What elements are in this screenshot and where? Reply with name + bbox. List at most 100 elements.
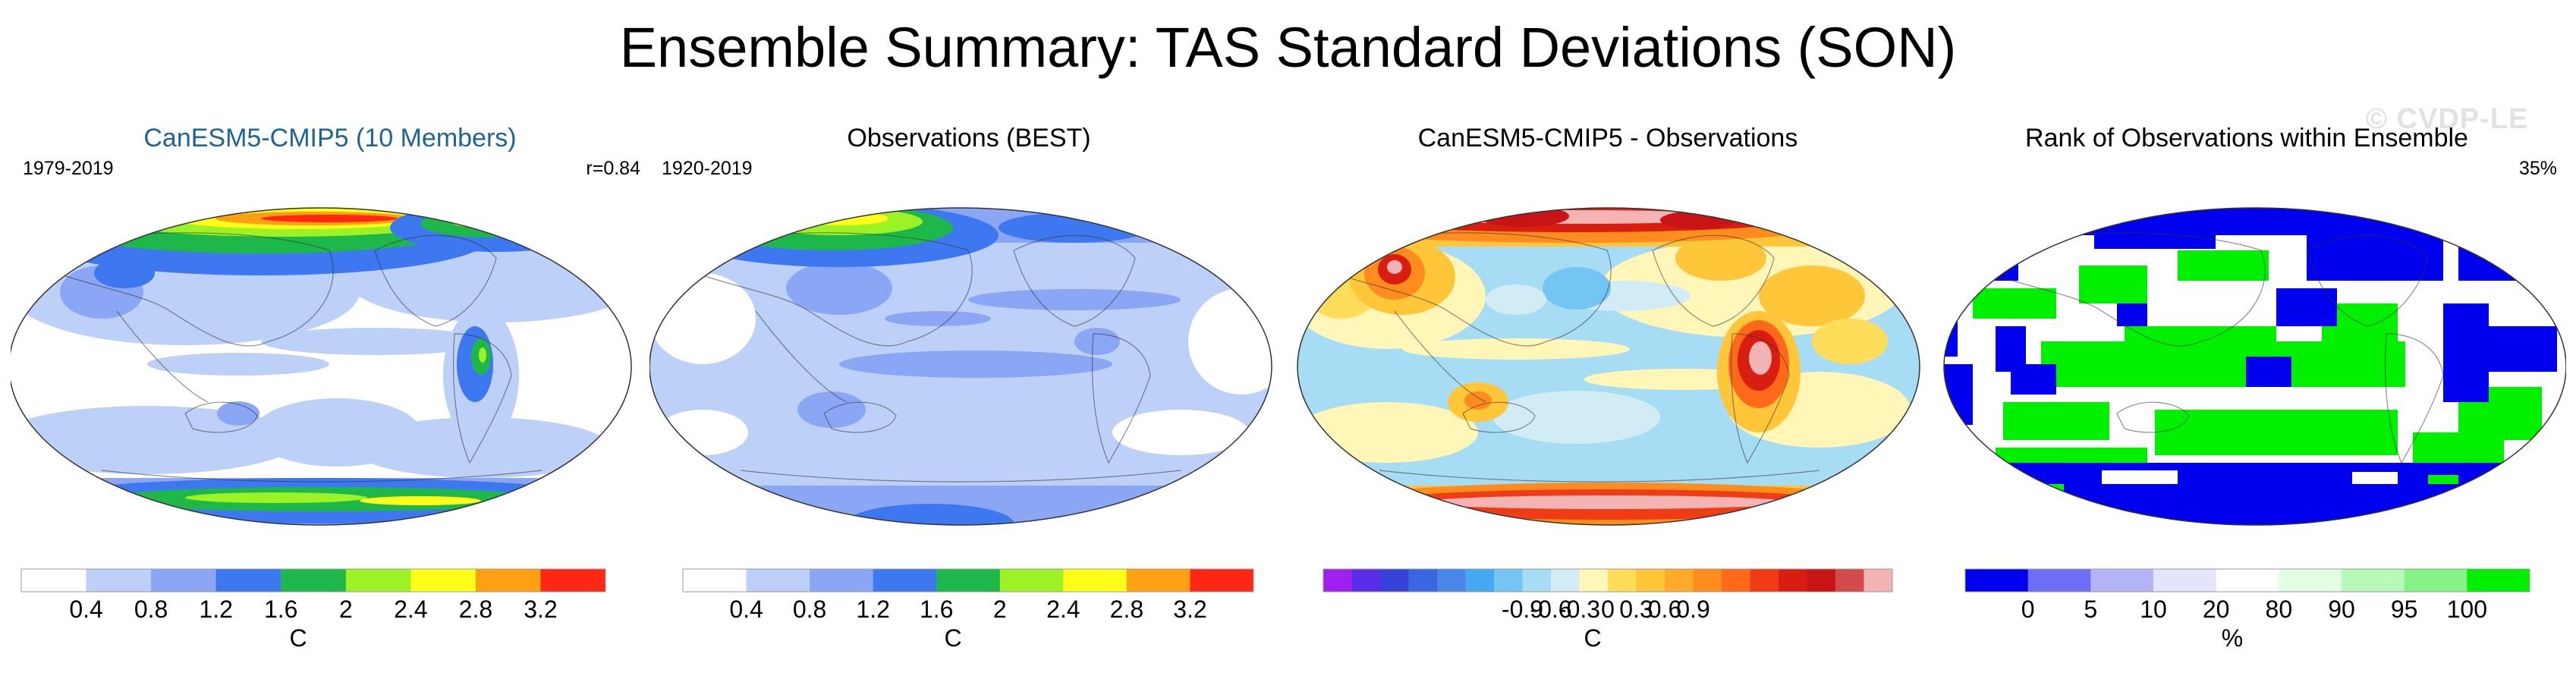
colorbar-tick-label: 1.6 bbox=[920, 596, 953, 623]
colorbar-swatch bbox=[21, 569, 87, 592]
period-label: 1920-2019 bbox=[662, 158, 753, 179]
panel-title: CanESM5-CMIP5 (10 Members) bbox=[143, 124, 517, 152]
colorbar-swatch bbox=[1380, 569, 1409, 592]
colorbar-tick-label: 2.4 bbox=[1046, 596, 1080, 623]
colorbar-tick-label: 2 bbox=[339, 596, 353, 623]
colorbar-swatch bbox=[1722, 569, 1750, 592]
colorbar-observations: 0.4 0.8 1.2 1.6 2 2.4 2.8 3.2 C bbox=[682, 568, 1254, 652]
panel-title: Observations (BEST) bbox=[847, 124, 1091, 152]
colorbar-rank: 0 5 10 20 80 90 95 100% bbox=[1964, 568, 2530, 652]
colorbar-swatch bbox=[2216, 569, 2279, 592]
colorbar-tick-label: 0 bbox=[1601, 596, 1615, 623]
colorbar-swatch bbox=[345, 569, 411, 592]
colorbar-tick-label: 20 bbox=[2203, 596, 2230, 623]
watermark: © CVDP-LE bbox=[2366, 103, 2529, 135]
colorbar-tick-label: 1.2 bbox=[856, 596, 889, 623]
panel-title: Rank of Observations within Ensemble bbox=[2025, 124, 2468, 152]
colorbar-tick-label: 0.8 bbox=[793, 596, 826, 623]
colorbar-unit-label: C bbox=[944, 624, 961, 652]
colorbar-tick-label: 100 bbox=[2447, 596, 2487, 623]
colorbar-tick-label: 3.2 bbox=[524, 596, 557, 623]
colorbar-swatch bbox=[1750, 569, 1779, 592]
panel-difference: CanESM5-CMIP5 - Observations bbox=[1288, 114, 1927, 675]
colorbar-swatch bbox=[1665, 569, 1694, 592]
colorbar-tick-label: 2.8 bbox=[459, 596, 492, 623]
colorbar-swatch bbox=[1323, 569, 1352, 592]
colorbar-tick-label: 0.4 bbox=[69, 596, 102, 623]
period-label: 1979-2019 bbox=[23, 158, 114, 179]
colorbar-tick-label: 1.6 bbox=[264, 596, 297, 623]
colorbar-tick-label: 0.6 bbox=[1648, 596, 1681, 623]
colorbar-swatch bbox=[1351, 569, 1381, 592]
colorbar-swatch bbox=[2027, 569, 2091, 592]
colorbar-swatch bbox=[1465, 569, 1495, 592]
colorbar-tick-label: 5 bbox=[2084, 596, 2097, 623]
colorbar-swatch bbox=[1579, 569, 1609, 592]
colorbar-swatch bbox=[1835, 569, 1864, 592]
colorbar-swatch bbox=[151, 569, 217, 592]
colorbar-tick-label: 3.2 bbox=[1173, 596, 1206, 623]
panel-model: CanESM5-CMIP5 (10 Members) 1979-2019 r=0… bbox=[11, 114, 650, 675]
colorbar-swatch bbox=[1636, 569, 1665, 592]
colorbar-swatch bbox=[86, 569, 152, 592]
colorbar-frame bbox=[20, 568, 606, 593]
colorbar-swatch bbox=[215, 569, 282, 592]
colorbar-tick-label: 2.4 bbox=[394, 596, 427, 623]
colorbar-tick-label: 0.4 bbox=[729, 596, 763, 623]
colorbar-swatch bbox=[999, 569, 1064, 592]
colorbar-swatch bbox=[1551, 569, 1580, 592]
colorbar-frame bbox=[1964, 568, 2530, 593]
colorbar-swatch bbox=[2279, 569, 2342, 592]
world-map-rank bbox=[1943, 207, 2566, 526]
colorbar-tick-label: 0 bbox=[2021, 596, 2035, 623]
percent-label: 35% bbox=[2518, 158, 2557, 179]
colorbar-tick-label: 2.8 bbox=[1110, 596, 1143, 623]
colorbar-tick-label: 2 bbox=[993, 596, 1007, 623]
colorbar-unit-label: C bbox=[1584, 624, 1601, 652]
world-map-std-model bbox=[11, 207, 632, 526]
colorbar-swatch bbox=[936, 569, 1001, 592]
colorbar-swatch bbox=[873, 569, 937, 592]
colorbar-swatch bbox=[1437, 569, 1466, 592]
colorbar-tick-label: 0.3 bbox=[1619, 596, 1653, 623]
colorbar-swatch bbox=[475, 569, 541, 592]
correlation-label: r=0.84 bbox=[586, 158, 640, 179]
world-map-std-difference bbox=[1297, 207, 1920, 526]
colorbar-swatch bbox=[1864, 569, 1893, 592]
colorbar-tick-label: 90 bbox=[2328, 596, 2355, 623]
colorbar-tick-label: -0.3 bbox=[1558, 596, 1600, 623]
panel-observations: Observations (BEST) 1920-2019 bbox=[650, 114, 1288, 675]
colorbar-swatch bbox=[810, 569, 874, 592]
colorbar-tick-label: 0.8 bbox=[134, 596, 168, 623]
colorbar-swatch bbox=[2153, 569, 2217, 592]
colorbar-swatch bbox=[1494, 569, 1523, 592]
colorbar-swatch bbox=[1190, 569, 1254, 592]
colorbar-tick-label: 80 bbox=[2266, 596, 2293, 623]
colorbar-model: 0.4 0.8 1.2 1.6 2 2.4 2.8 3.2 C bbox=[20, 568, 606, 652]
colorbar-frame bbox=[1323, 568, 1893, 593]
colorbar-swatch bbox=[1965, 569, 2029, 592]
colorbar-unit-label: C bbox=[289, 624, 307, 652]
colorbar-difference: -0.9-0.6-0.3 0 0.30.60.9 C bbox=[1323, 568, 1893, 652]
world-map-std-observations bbox=[650, 207, 1272, 526]
colorbar-tick-label: 95 bbox=[2391, 596, 2418, 623]
colorbar-swatch bbox=[2090, 569, 2154, 592]
colorbar-swatch bbox=[1522, 569, 1552, 592]
colorbar-swatch bbox=[410, 569, 477, 592]
colorbar-frame bbox=[682, 568, 1254, 593]
colorbar-swatch bbox=[1063, 569, 1128, 592]
colorbar-swatch bbox=[281, 569, 347, 592]
colorbar-swatch bbox=[1408, 569, 1438, 592]
colorbar-tick-label: -0.9 bbox=[1502, 596, 1543, 623]
panel-rank: Rank of Observations within Ensemble 35% bbox=[1927, 114, 2566, 675]
colorbar-tick-label: 10 bbox=[2140, 596, 2167, 623]
figure-title: Ensemble Summary: TAS Standard Deviation… bbox=[619, 16, 1957, 79]
colorbar-swatch bbox=[540, 569, 606, 592]
colorbar-swatch bbox=[1807, 569, 1836, 592]
colorbar-swatch bbox=[2467, 569, 2530, 592]
colorbar-swatch bbox=[683, 569, 747, 592]
colorbar-swatch bbox=[1126, 569, 1190, 592]
colorbar-swatch bbox=[1779, 569, 1807, 592]
colorbar-unit-label: % bbox=[2222, 624, 2243, 652]
colorbar-swatch bbox=[746, 569, 810, 592]
